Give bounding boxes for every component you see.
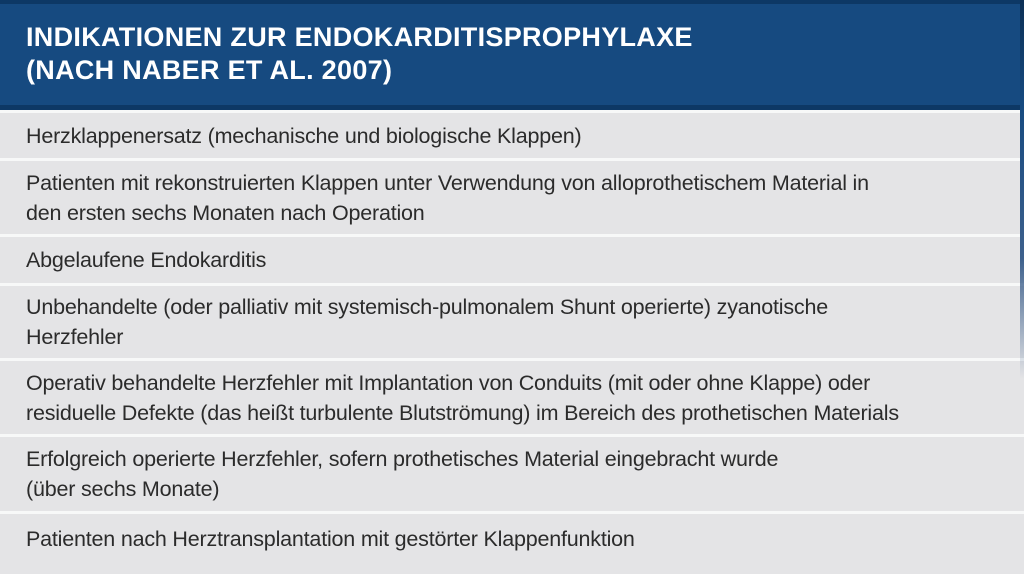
page-title-line1: INDIKATIONEN ZUR ENDOKARDITISPROPHYLAXE <box>26 22 693 52</box>
table-row-rekonstruierte-klappen: Patienten mit rekonstruierten Klappen un… <box>0 161 1024 234</box>
table-header: INDIKATIONEN ZUR ENDOKARDITISPROPHYLAXE … <box>0 0 1024 110</box>
row-text: Abgelaufene Endokarditis <box>26 248 267 272</box>
table-row-zyanotische-herzfehler: Unbehandelte (oder palliativ mit systemi… <box>0 286 1024 358</box>
row-text: (über sechs Monate) <box>26 477 220 501</box>
row-text: Patienten mit rekonstruierten Klappen un… <box>26 170 869 195</box>
table-row-erfolgreich-operierte-herzfehler: Erfolgreich operierte Herzfehler, sofern… <box>0 437 1024 511</box>
row-text: residuelle Defekte (das heißt turbulente… <box>26 400 899 425</box>
scan-edge-shadow <box>1020 0 1024 574</box>
row-text: Herzklappenersatz (mechanische und biolo… <box>26 123 582 148</box>
table-row-herztransplantation: Patienten nach Herztransplantation mit g… <box>0 514 1024 574</box>
table-row-abgelaufene-endokarditis: Abgelaufene Endokarditis <box>0 237 1024 283</box>
row-text: Erfolgreich operierte Herzfehler, sofern… <box>26 447 779 471</box>
row-text: Operativ behandelte Herzfehler mit Impla… <box>26 370 871 395</box>
row-text: Patienten nach Herztransplantation mit g… <box>26 527 635 551</box>
table-row-herzklappenersatz: Herzklappenersatz (mechanische und biolo… <box>0 113 1024 158</box>
row-text: den ersten sechs Monaten nach Operation <box>26 200 425 225</box>
row-text: Unbehandelte (oder palliativ mit systemi… <box>26 295 828 319</box>
table-row-operativ-behandelte-herzfehler: Operativ behandelte Herzfehler mit Impla… <box>0 361 1024 434</box>
page-title-line2: (NACH NABER ET AL. 2007) <box>26 55 393 85</box>
row-text: Herzfehler <box>26 325 124 349</box>
